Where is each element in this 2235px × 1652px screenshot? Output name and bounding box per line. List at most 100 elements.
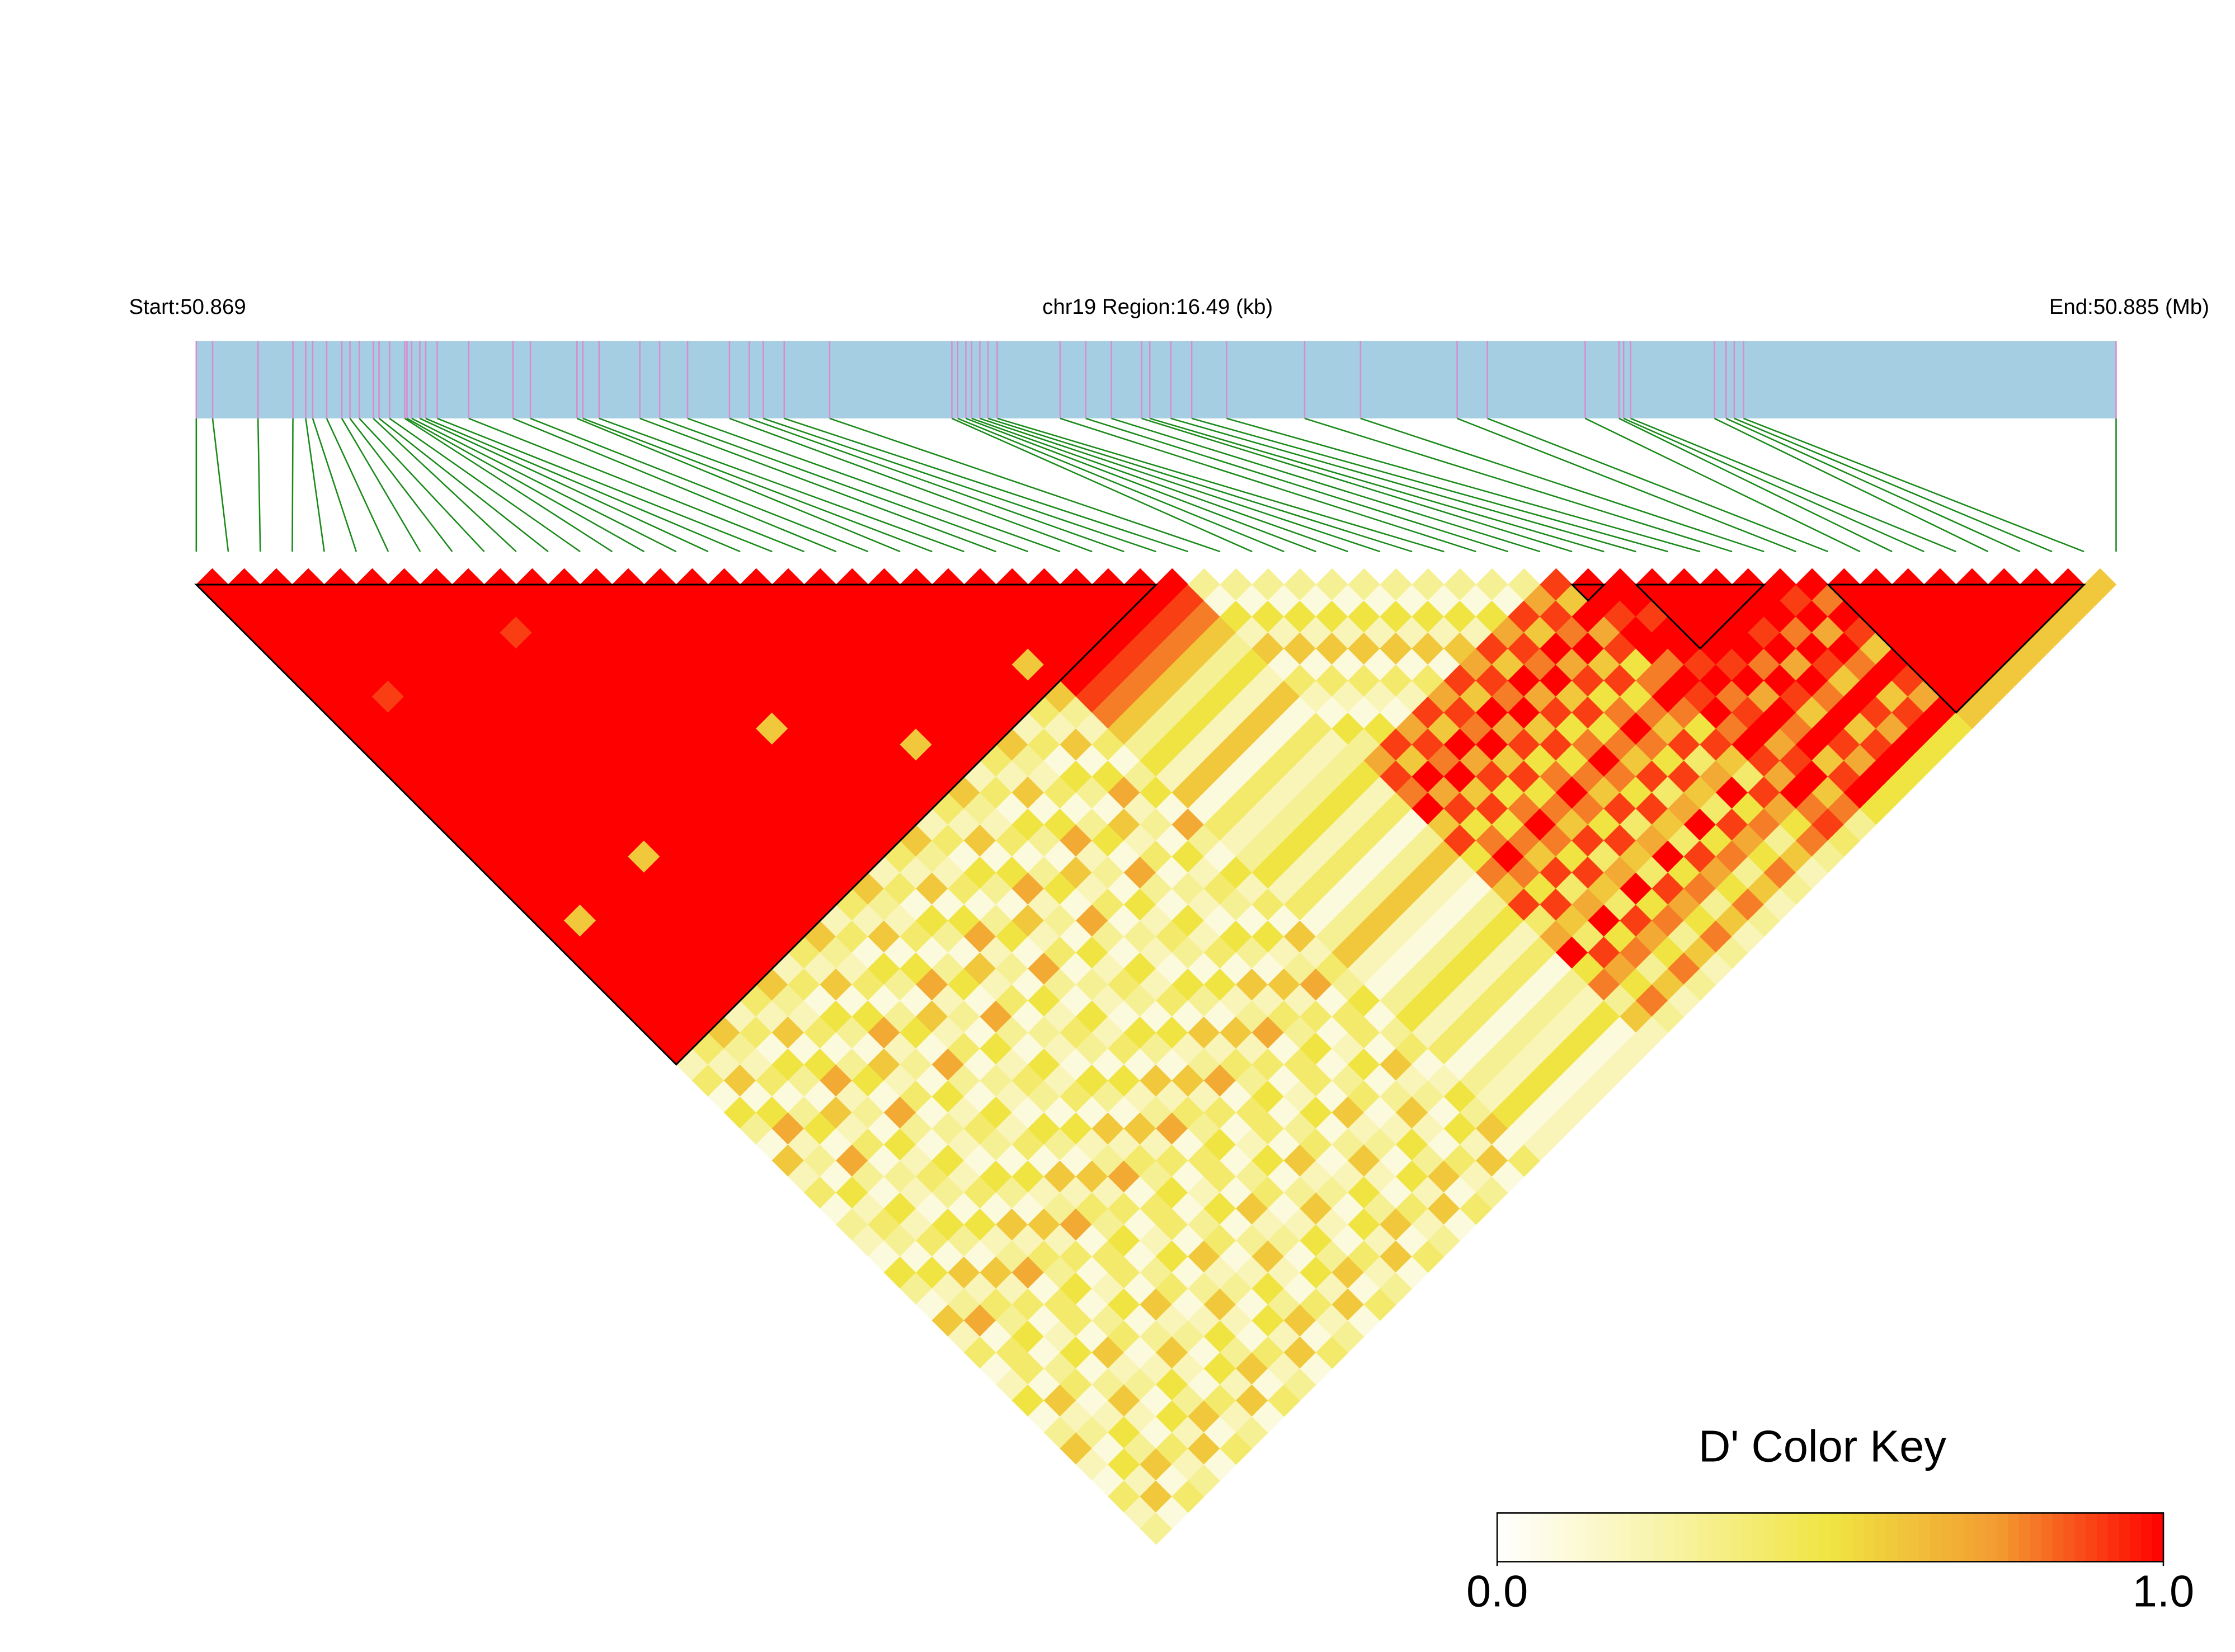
end-label: End:50.885 (Mb) bbox=[2049, 295, 2209, 319]
colorbar-step bbox=[2052, 1513, 2064, 1562]
colorbar-step bbox=[1630, 1513, 1643, 1562]
colorbar-step bbox=[1797, 1513, 1809, 1562]
colorbar-step bbox=[1874, 1513, 1887, 1562]
snp-connector bbox=[378, 417, 549, 553]
snp-connector bbox=[957, 417, 1284, 553]
colorbar-step bbox=[1719, 1513, 1731, 1562]
colorbar-step bbox=[1952, 1513, 1964, 1562]
colorbar-step bbox=[1852, 1513, 1865, 1562]
colorbar-step bbox=[2130, 1513, 2142, 1562]
colorbar-step bbox=[2152, 1513, 2165, 1562]
colorbar-step bbox=[1941, 1513, 1954, 1562]
colorbar-tick-label: 0.0 bbox=[1466, 1566, 1528, 1616]
colorbar-step bbox=[1597, 1513, 1609, 1562]
colorbar-step bbox=[1686, 1513, 1698, 1562]
colorbar-step bbox=[2041, 1513, 2053, 1562]
snp-connector bbox=[530, 417, 869, 553]
snp-connector bbox=[1170, 417, 1636, 553]
snp-connector bbox=[1226, 417, 1701, 553]
snp-connector bbox=[659, 417, 1029, 553]
snp-connector bbox=[582, 417, 933, 553]
snp-connector bbox=[291, 418, 294, 552]
colorbar-step bbox=[1864, 1513, 1876, 1562]
region-label: chr19 Region:16.49 (kb) bbox=[1042, 295, 1273, 319]
colorbar-step bbox=[1608, 1513, 1620, 1562]
colorbar-step bbox=[1786, 1513, 1798, 1562]
snp-connector bbox=[763, 417, 1157, 553]
colorbar-step bbox=[1674, 1513, 1687, 1562]
snp-connector bbox=[341, 418, 421, 552]
snp-connector bbox=[1360, 417, 1765, 553]
snp-connector bbox=[211, 418, 229, 552]
colorbar-step bbox=[1564, 1513, 1576, 1562]
snp-connector bbox=[411, 417, 677, 553]
snp-connector bbox=[406, 417, 645, 553]
snp-connector bbox=[373, 417, 517, 553]
snp-connector bbox=[257, 418, 261, 552]
snp-connector bbox=[389, 417, 581, 553]
region-bar bbox=[196, 341, 2116, 418]
snp-connector bbox=[425, 417, 741, 553]
snp-connector bbox=[305, 418, 325, 552]
snp-connector bbox=[639, 417, 997, 553]
colorbar-step bbox=[1763, 1513, 1776, 1562]
snp-connector bbox=[1584, 417, 1861, 553]
snp-connector bbox=[749, 417, 1124, 553]
snp-connector bbox=[1457, 417, 1796, 553]
colorbar-step bbox=[2107, 1513, 2120, 1562]
snp-connector bbox=[1149, 417, 1605, 553]
snp-connector bbox=[951, 417, 1253, 553]
colorbar-step bbox=[1708, 1513, 1720, 1562]
snp-connector bbox=[1630, 417, 1956, 553]
colorbar-step bbox=[2030, 1513, 2042, 1562]
snp-connector bbox=[997, 417, 1444, 553]
snp-connector bbox=[971, 417, 1349, 553]
snp-connector bbox=[729, 417, 1093, 553]
colorbar-step bbox=[1963, 1513, 1975, 1562]
colorbar-step bbox=[2141, 1513, 2153, 1562]
snp-connector bbox=[599, 417, 964, 553]
ld-block bbox=[194, 583, 1159, 1066]
colorbar-step bbox=[1663, 1513, 1676, 1562]
snp-connector bbox=[512, 417, 837, 553]
colorbar-step bbox=[1919, 1513, 1931, 1562]
snp-connector bbox=[979, 417, 1381, 553]
snp-connector bbox=[687, 417, 1061, 553]
colorbar-step bbox=[2086, 1513, 2098, 1562]
colorbar-step bbox=[1830, 1513, 1842, 1562]
colorbar-title: D' Color Key bbox=[1698, 1422, 1946, 1471]
colorbar-step bbox=[1752, 1513, 1765, 1562]
colorbar-step bbox=[1997, 1513, 2009, 1562]
colorbar-step bbox=[2018, 1513, 2031, 1562]
ld-block bbox=[1570, 583, 1607, 602]
colorbar-step bbox=[1974, 1513, 1987, 1562]
ld-cell bbox=[2083, 568, 2117, 601]
snp-connector bbox=[965, 417, 1317, 553]
colorbar-step bbox=[1619, 1513, 1631, 1562]
colorbar-step bbox=[2074, 1513, 2087, 1562]
colorbar-step bbox=[1908, 1513, 1920, 1562]
snp-connector bbox=[404, 417, 613, 553]
start-label: Start:50.869 bbox=[129, 295, 246, 319]
snp-connector bbox=[359, 418, 485, 552]
snp-connector bbox=[1714, 417, 1989, 553]
colorbar-step bbox=[2008, 1513, 2020, 1562]
colorbar-step bbox=[1930, 1513, 1942, 1562]
snp-connector bbox=[1141, 417, 1573, 553]
snp-connector bbox=[1743, 417, 2085, 553]
colorbar-step bbox=[1652, 1513, 1665, 1562]
colorbar-step bbox=[1552, 1513, 1565, 1562]
snp-connector bbox=[1111, 417, 1541, 553]
colorbar-step bbox=[1885, 1513, 1898, 1562]
snp-connector bbox=[1734, 417, 2053, 553]
snp-connector bbox=[829, 417, 1221, 553]
snp-connector bbox=[349, 418, 453, 552]
colorbar-step bbox=[1775, 1513, 1787, 1562]
colorbar-step bbox=[1530, 1513, 1542, 1562]
snp-connector bbox=[1304, 417, 1733, 553]
snp-connector bbox=[576, 417, 901, 553]
snp-connector bbox=[437, 417, 773, 553]
snp-connector bbox=[1191, 417, 1669, 553]
